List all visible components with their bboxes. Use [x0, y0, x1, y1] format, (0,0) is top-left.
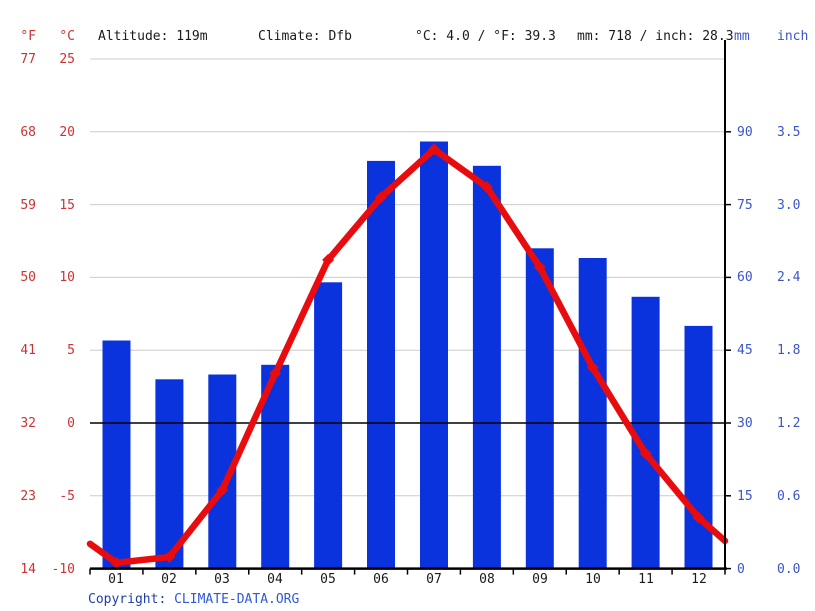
fahrenheit-axis-header: °F — [20, 29, 36, 44]
celsius-tick-label: 25 — [59, 52, 75, 67]
copyright-label: Copyright: — [88, 592, 167, 607]
inch-tick-label: 0.0 — [777, 562, 801, 577]
celsius-tick-label: 10 — [59, 270, 75, 285]
climate-data-org-link[interactable]: CLIMATE-DATA.ORG — [174, 592, 300, 607]
mm-tick-label: 30 — [737, 416, 753, 431]
month-label: 05 — [320, 572, 336, 587]
mm-tick-label: 0 — [737, 562, 745, 577]
fahrenheit-tick-label: 41 — [20, 343, 36, 358]
mm-tick-label: 75 — [737, 198, 753, 213]
inch-tick-label: 2.4 — [777, 270, 801, 285]
mm-tick-label: 45 — [737, 343, 753, 358]
fahrenheit-tick-label: 77 — [20, 52, 36, 67]
month-label: 08 — [479, 572, 495, 587]
month-label: 02 — [161, 572, 177, 587]
month-label: 11 — [638, 572, 654, 587]
average-temperature-label: °C: 4.0 / °F: 39.3 — [415, 29, 556, 44]
climate-classification-label: Climate: Dfb — [258, 29, 352, 44]
month-label: 07 — [426, 572, 442, 587]
celsius-tick-label: 5 — [67, 343, 75, 358]
celsius-tick-label: 20 — [59, 125, 75, 140]
inch-tick-label: 1.2 — [777, 416, 801, 431]
month-label: 10 — [585, 572, 601, 587]
celsius-tick-label: -5 — [59, 489, 75, 504]
month-label: 12 — [691, 572, 707, 587]
celsius-tick-label: 15 — [59, 198, 75, 213]
month-label: 06 — [373, 572, 389, 587]
inch-tick-label: 0.6 — [777, 489, 801, 504]
mm-tick-label: 90 — [737, 125, 753, 140]
month-label: 09 — [532, 572, 548, 587]
mm-axis-header: mm — [734, 29, 750, 44]
fahrenheit-tick-label: 68 — [20, 125, 36, 140]
inch-axis-header: inch — [777, 29, 809, 44]
celsius-axis-header: °C — [59, 29, 75, 44]
inch-tick-label: 3.0 — [777, 198, 801, 213]
inch-tick-label: 3.5 — [777, 125, 801, 140]
fahrenheit-tick-label: 14 — [20, 562, 36, 577]
altitude-label: Altitude: 119m — [98, 29, 208, 44]
inch-tick-label: 1.8 — [777, 343, 801, 358]
fahrenheit-tick-label: 59 — [20, 198, 36, 213]
mm-tick-label: 15 — [737, 489, 753, 504]
mm-tick-label: 60 — [737, 270, 753, 285]
fahrenheit-tick-label: 32 — [20, 416, 36, 431]
fahrenheit-tick-label: 23 — [20, 489, 36, 504]
celsius-tick-label: -10 — [51, 562, 75, 577]
celsius-tick-label: 0 — [67, 416, 75, 431]
month-label: 04 — [267, 572, 283, 587]
fahrenheit-tick-label: 50 — [20, 270, 36, 285]
total-precipitation-label: mm: 718 / inch: 28.3 — [577, 29, 734, 44]
copyright-line: Copyright: CLIMATE-DATA.ORG — [88, 592, 299, 607]
month-label: 01 — [108, 572, 124, 587]
month-label: 03 — [214, 572, 230, 587]
